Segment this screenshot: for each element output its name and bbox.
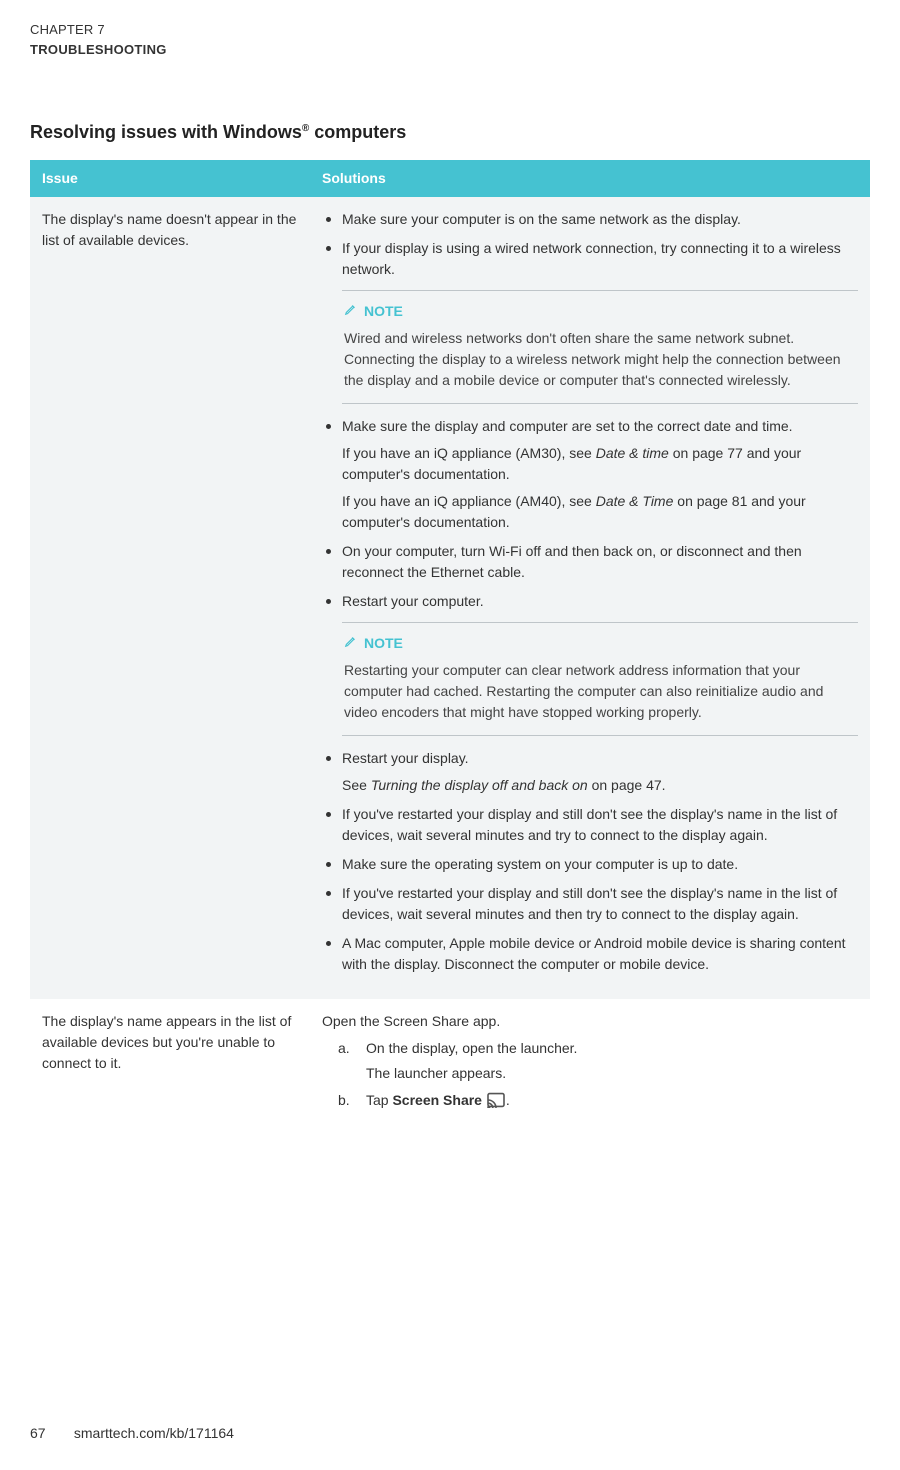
- note-body: Restarting your computer can clear netwo…: [344, 660, 856, 723]
- list-item: If your display is using a wired network…: [322, 238, 858, 404]
- pencil-icon: [344, 633, 358, 654]
- note-label: NOTE: [364, 301, 403, 322]
- list-item: Make sure the display and computer are s…: [322, 416, 858, 533]
- step-pre: Tap: [366, 1092, 392, 1108]
- doc-ref: Date & Time: [596, 493, 674, 509]
- chapter-header: CHAPTER 7 TROUBLESHOOTING: [30, 20, 870, 59]
- intro-text: Open the Screen Share app.: [322, 1011, 858, 1032]
- note-heading: NOTE: [344, 633, 856, 654]
- chapter-label: CHAPTER 7: [30, 20, 870, 40]
- footer-url: smarttech.com/kb/171164: [74, 1425, 234, 1441]
- list-item: Make sure your computer is on the same n…: [322, 209, 858, 230]
- note-body: Wired and wireless networks don't often …: [344, 328, 856, 391]
- note-block: NOTE Restarting your computer can clear …: [342, 622, 858, 736]
- step-subtext: The launcher appears.: [366, 1063, 858, 1084]
- list-item-text: Make sure the display and computer are s…: [342, 418, 793, 434]
- chapter-title: TROUBLESHOOTING: [30, 40, 870, 60]
- screen-share-icon: [486, 1092, 506, 1114]
- list-item-text: Restart your display.: [342, 750, 469, 766]
- issue-cell: The display's name doesn't appear in the…: [30, 197, 310, 999]
- sub-paragraph: If you have an iQ appliance (AM30), see …: [342, 443, 858, 485]
- section-title: Resolving issues with Windows® computers: [30, 119, 870, 146]
- page-number: 67: [30, 1423, 70, 1444]
- solutions-list: Make sure your computer is on the same n…: [322, 209, 858, 975]
- list-item: A Mac computer, Apple mobile device or A…: [322, 933, 858, 975]
- issue-cell: The display's name appears in the list o…: [30, 999, 310, 1136]
- step-marker: a.: [338, 1038, 350, 1059]
- doc-ref: Date & time: [596, 445, 669, 461]
- list-item: Restart your computer. NOTE Restarting y…: [322, 591, 858, 736]
- list-item: On your computer, turn Wi-Fi off and the…: [322, 541, 858, 583]
- page-footer: 67 smarttech.com/kb/171164: [30, 1423, 234, 1444]
- list-item: If you've restarted your display and sti…: [322, 804, 858, 846]
- step-item: b. Tap Screen Share .: [322, 1090, 858, 1114]
- step-text: On the display, open the launcher.: [366, 1040, 577, 1056]
- col-header-solutions: Solutions: [310, 160, 870, 197]
- list-item: Make sure the operating system on your c…: [322, 854, 858, 875]
- section-title-pre: Resolving issues with Windows: [30, 122, 302, 142]
- step-bold: Screen Share: [392, 1092, 482, 1108]
- table-row: The display's name appears in the list o…: [30, 999, 870, 1136]
- note-block: NOTE Wired and wireless networks don't o…: [342, 290, 858, 404]
- step-marker: b.: [338, 1090, 350, 1111]
- col-header-issue: Issue: [30, 160, 310, 197]
- list-item-text: If your display is using a wired network…: [342, 240, 841, 277]
- list-item: If you've restarted your display and sti…: [322, 883, 858, 925]
- step-post: .: [506, 1092, 510, 1108]
- pencil-icon: [344, 301, 358, 322]
- table-row: The display's name doesn't appear in the…: [30, 197, 870, 999]
- ordered-steps: a. On the display, open the launcher. Th…: [322, 1038, 858, 1114]
- sub-paragraph: If you have an iQ appliance (AM40), see …: [342, 491, 858, 533]
- solutions-cell: Make sure your computer is on the same n…: [310, 197, 870, 999]
- step-item: a. On the display, open the launcher. Th…: [322, 1038, 858, 1084]
- list-item: Restart your display. See Turning the di…: [322, 748, 858, 796]
- solutions-cell: Open the Screen Share app. a. On the dis…: [310, 999, 870, 1136]
- sub-paragraph: See Turning the display off and back on …: [342, 775, 858, 796]
- note-label: NOTE: [364, 633, 403, 654]
- section-title-post: computers: [309, 122, 406, 142]
- doc-ref: Turning the display off and back on: [371, 777, 588, 793]
- troubleshooting-table: Issue Solutions The display's name doesn…: [30, 160, 870, 1136]
- list-item-text: Restart your computer.: [342, 593, 484, 609]
- note-heading: NOTE: [344, 301, 856, 322]
